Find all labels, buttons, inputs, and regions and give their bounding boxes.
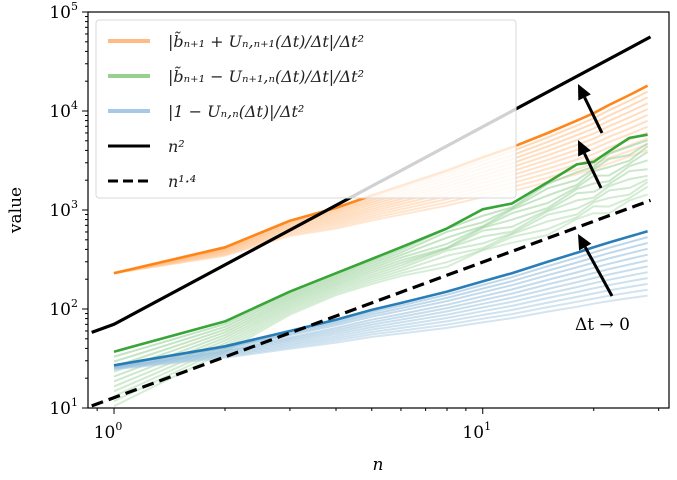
- series-line-1-3: [113, 145, 649, 368]
- legend-label: n¹·⁴: [168, 172, 196, 191]
- series-line-2-3: [113, 247, 648, 367]
- series-line-2-6: [113, 265, 648, 369]
- series-line-2-2: [113, 242, 648, 367]
- legend-label: |b̃ₙ₊₁ − Uₙ₊₁,ₙ(Δt)/Δt|/Δt²: [168, 66, 364, 86]
- series-line-1-1: [113, 139, 648, 358]
- series-line-2-8: [113, 277, 648, 370]
- series-line-1-0: [113, 133, 648, 353]
- series-line-2-4: [113, 253, 648, 368]
- series-line-1-2: [113, 142, 649, 363]
- series-line-1-6: [113, 168, 648, 383]
- x-tick-label: 100: [94, 420, 123, 443]
- series-line-2-9: [113, 282, 648, 370]
- y-tick-label: 102: [49, 297, 78, 320]
- y-tick-label: 104: [49, 99, 78, 122]
- series-line-1-9: [113, 181, 649, 398]
- legend-box: [95, 19, 517, 199]
- annotation-arrow-0: [578, 84, 604, 134]
- reference-line-1: [91, 198, 652, 408]
- x-axis-label: n: [373, 455, 384, 475]
- axis-ticks: 101 102 103 104 105 100 101: [49, 0, 660, 443]
- y-axis-label: value: [6, 187, 26, 234]
- series-line-1-8: [113, 178, 649, 393]
- y-tick-label: 101: [49, 396, 78, 419]
- annotation-arrow-2: [578, 234, 614, 297]
- y-tick-label: 103: [49, 198, 78, 221]
- series-line-1-10: [113, 185, 649, 403]
- x-tick-label: 101: [462, 420, 491, 443]
- legend-label: |1 − Uₙ,ₙ(Δt)|/Δt²: [168, 102, 304, 121]
- series-line-1-7: [113, 174, 648, 388]
- annotation-label: Δt → 0: [575, 315, 630, 335]
- legend-label: n²: [168, 137, 185, 156]
- legend-label: |b̃ₙ₊₁ + Uₙ,ₙ₊₁(Δt)/Δt|/Δt²: [168, 31, 364, 51]
- y-tick-label: 105: [49, 0, 78, 23]
- annotation-arrow-1: [578, 140, 603, 189]
- series-line-2-10: [113, 288, 648, 370]
- series-line-2-11: [113, 294, 648, 371]
- legend: |b̃ₙ₊₁ + Uₙ,ₙ₊₁(Δt)/Δt|/Δt² |b̃ₙ₊₁ − Uₙ₊₁…: [95, 19, 517, 199]
- annotation-arrows: [578, 84, 614, 297]
- series-line-2-5: [113, 259, 648, 369]
